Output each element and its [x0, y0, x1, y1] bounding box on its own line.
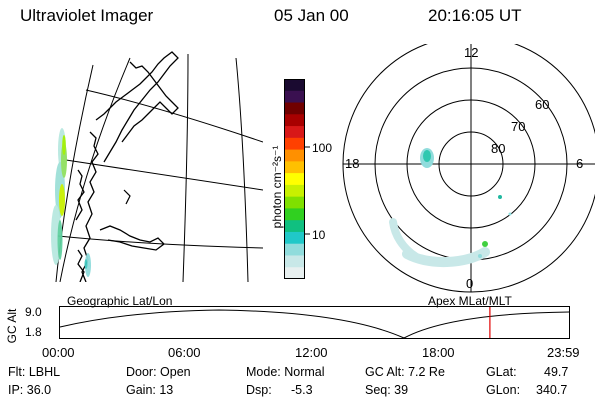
timeline-xtick-0000: 00:00: [42, 345, 75, 360]
colorbar-stripe: [284, 137, 304, 151]
status-glon-label: GLon:: [486, 383, 521, 397]
timeline-axis-label: GC Alt: [5, 308, 19, 344]
colorbar-stripe: [284, 220, 304, 233]
colorbar-stripe: [284, 208, 304, 221]
colorbar-stripe: [284, 173, 304, 186]
coastline: [123, 189, 131, 205]
intensity-colorbar: [284, 79, 310, 279]
coastline: [99, 225, 165, 251]
colorbar-stripe: [284, 196, 304, 209]
colorbar-stripe: [284, 90, 304, 104]
geographic-map-panel: [51, 51, 263, 282]
geo-parallel: [85, 89, 263, 143]
header-date: 05 Jan 00: [274, 6, 349, 25]
timeline-ytick-9: 9.0: [25, 305, 42, 319]
auroral-emission: [51, 128, 91, 277]
instrument-title: Ultraviolet Imager: [20, 6, 154, 25]
lat-label-60: 60: [535, 97, 550, 112]
status-glon-value: 340.7: [536, 383, 568, 397]
polar-plot: [342, 44, 595, 293]
mlt-label-18: 18: [345, 156, 360, 171]
colorbar-stripe: [284, 102, 304, 115]
status-filter: Flt: LBHL: [8, 365, 61, 379]
geo-meridian: [182, 53, 189, 282]
colorbar-stripe: [284, 126, 304, 139]
status-seq: Seq: 39: [365, 383, 409, 397]
polar-auroral-emission: [389, 148, 512, 267]
colorbar-stripe: [284, 79, 304, 92]
status-dsp-label: Dsp:: [246, 383, 272, 397]
colorbar-stripe: [284, 267, 304, 279]
timeline-xtick-0600: 06:00: [168, 345, 201, 360]
mlt-label-6: 6: [576, 156, 584, 171]
status-gc-alt: GC Alt: 7.2 Re: [365, 365, 445, 379]
altitude-timeline: [59, 306, 570, 339]
geo-meridian: [59, 57, 131, 282]
status-ip: IP: 36.0: [8, 383, 52, 397]
colorbar-stripe: [284, 161, 304, 174]
geo-panel-label: Geographic Lat/Lon: [67, 294, 173, 308]
coastline: [121, 61, 179, 143]
coastline: [75, 169, 85, 221]
colorbar-tick-10: 10: [312, 228, 326, 242]
colorbar-tick-100: 100: [312, 141, 333, 155]
colorbar-stripe: [284, 255, 304, 268]
mlt-label-0: 0: [466, 276, 474, 291]
geo-parallel: [57, 235, 263, 249]
status-mode: Mode: Normal: [246, 365, 325, 379]
colorbar-stripe: [284, 114, 304, 127]
coastline: [77, 249, 85, 282]
timeline-xtick-1800: 18:00: [422, 345, 455, 360]
geo-parallel: [65, 159, 263, 191]
timeline-xtick-1200: 12:00: [295, 345, 328, 360]
timeline-xtick-2359: 23:59: [547, 345, 580, 360]
colorbar-stripe: [284, 231, 304, 245]
coastline: [81, 131, 99, 282]
status-door: Door: Open: [126, 365, 191, 379]
lat-label-80: 80: [491, 141, 506, 156]
status-dsp-value: -5.3: [291, 383, 313, 397]
colorbar-stripe: [284, 184, 304, 198]
status-glat-value: 49.7: [544, 365, 569, 379]
colorbar-stripe: [284, 149, 304, 162]
altitude-curve: [59, 309, 570, 339]
lat-label-70: 70: [511, 119, 526, 134]
status-glat-label: GLat:: [486, 365, 517, 379]
coastline: [95, 51, 179, 163]
colorbar-stripe: [284, 243, 304, 256]
geo-meridian: [235, 57, 249, 282]
header-time: 20:16:05 UT: [428, 6, 522, 25]
mlt-label-12: 12: [464, 45, 479, 60]
timeline-ytick-1.8: 1.8: [25, 325, 42, 339]
polar-panel-label: Apex MLat/MLT: [428, 294, 512, 308]
colorbar-unit-label: photon cm⁻²s⁻¹: [270, 145, 284, 229]
status-gain: Gain: 13: [126, 383, 174, 397]
